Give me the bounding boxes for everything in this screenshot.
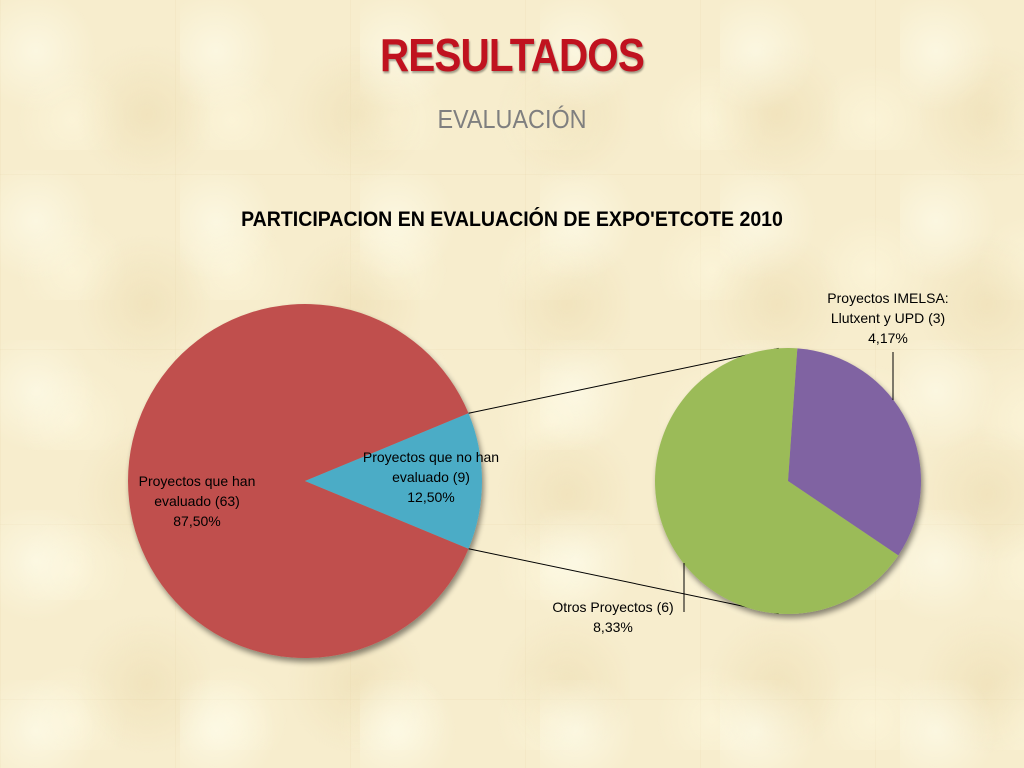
data-label-line: evaluado (63) (154, 493, 240, 509)
pie-slice-otros-proyectos (655, 348, 899, 614)
pie-slice-proyectos-que-han-evaluado (128, 304, 469, 658)
slide-subtitle: EVALUACIÓN (437, 104, 587, 134)
data-label-line: Proyectos que han (138, 473, 256, 489)
leader-lines (683, 352, 894, 612)
secondary-pie (655, 348, 922, 614)
pie-slice-proyectos-imelsa (788, 348, 922, 556)
pie-slice-proyectos-que-no-han-evaluado (305, 413, 482, 549)
connector-line-bottom (468, 548, 779, 615)
main-pie (128, 304, 482, 658)
data-label-line: evaluado (9) (392, 469, 470, 485)
data-label-line: 8,33% (593, 619, 633, 635)
data-label-line: Llutxent y UPD (3) (830, 310, 946, 326)
connector-lines (468, 347, 779, 615)
data-label-line: Otros Proyectos (6) (552, 599, 674, 615)
slide-title: RESULTADOS (379, 29, 645, 81)
connector-line-top (468, 347, 779, 414)
data-label-proyectos-que-no-han-evaluado: Proyectos que no han evaluado (9) 12,50% (343, 447, 519, 507)
data-label-line: Proyectos IMELSA: (827, 290, 949, 306)
chart-title: PARTICIPACION EN EVALUACIÓN DE EXPO'ETCO… (241, 208, 783, 231)
data-label-proyectos-imelsa: Proyectos IMELSA: Llutxent y UPD (3) 4,17% (805, 288, 971, 348)
data-label-otros-proyectos: Otros Proyectos (6) 8,33% (530, 597, 696, 637)
data-label-line: Proyectos que no han (362, 449, 500, 465)
data-label-proyectos-que-han-evaluado: Proyectos que han evaluado (63) 87,50% (118, 471, 276, 531)
data-label-line: 12,50% (407, 489, 455, 505)
data-label-line: 87,50% (173, 513, 221, 529)
data-label-line: 4,17% (868, 330, 908, 346)
